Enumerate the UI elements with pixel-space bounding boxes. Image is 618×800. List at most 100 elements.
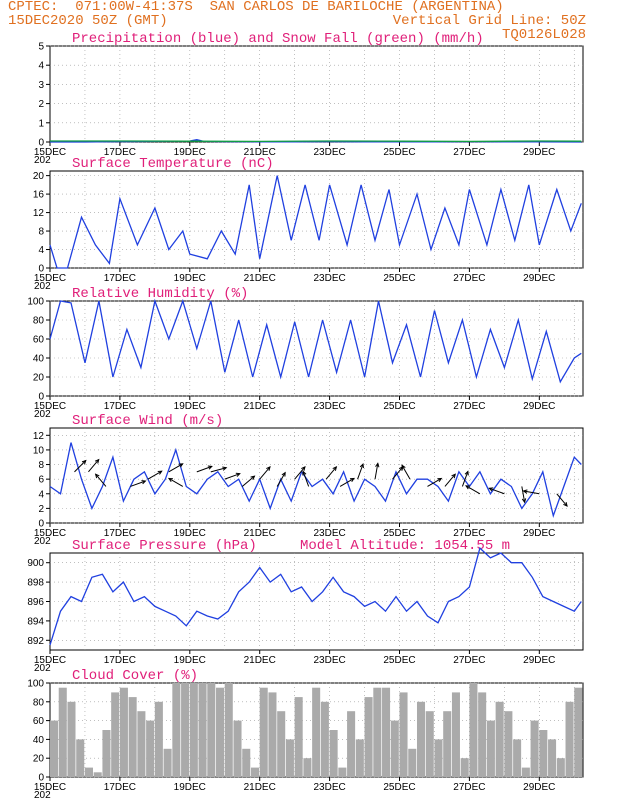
cloud-bar (460, 758, 469, 777)
x-tick-label: 15DEC (34, 147, 66, 158)
x-tick-label: 23DEC (313, 655, 345, 666)
wind-arrow-head (375, 462, 380, 468)
cloud-bar (443, 711, 452, 777)
wind-arrow (325, 466, 337, 480)
y-tick-label: 100 (27, 679, 44, 690)
y-tick-label: 3 (38, 80, 44, 91)
wind-arrow-head (281, 471, 286, 477)
y-tick-label: 0 (38, 519, 44, 530)
panel-frame (49, 300, 584, 397)
x-tick-label: 23DEC (313, 782, 345, 793)
cloud-bar (216, 687, 225, 777)
x-tick-label: 27DEC (453, 273, 485, 284)
x-tick-label: 25DEC (383, 147, 415, 158)
panel-annotation: Model Altitude: 1054.55 m (300, 538, 510, 554)
panel-title: Surface Pressure (hPa) (72, 538, 257, 554)
x-tick-label: 23DEC (313, 273, 345, 284)
cloud-bar (548, 739, 557, 777)
wind-arrow-head (235, 472, 241, 477)
cloud-bar (495, 701, 504, 777)
y-tick-label: 100 (27, 297, 44, 308)
y-tick-label: 896 (27, 597, 44, 608)
x-tick-label: 17DEC (104, 401, 136, 412)
y-tick-label: 10 (33, 445, 45, 456)
header-grid-note: Vertical Grid Line: 50Z (392, 13, 586, 29)
x-tick-label: 21DEC (244, 401, 276, 412)
y-tick-label: 900 (27, 558, 44, 569)
x-tick-label: 29DEC (523, 655, 555, 666)
x-tick-label: 19DEC (174, 655, 206, 666)
y-tick-label: 60 (33, 716, 45, 727)
wind-arrow (444, 473, 456, 487)
x-tick-label: 29DEC (523, 147, 555, 158)
y-tick-label: 40 (33, 354, 45, 365)
cloud-bar (539, 730, 548, 777)
cloud-bar (347, 711, 356, 777)
x-year-label: 202 (34, 663, 51, 674)
wind-arrow-head (437, 477, 443, 483)
cloud-bar (111, 692, 120, 777)
y-tick-label: 4 (38, 489, 44, 500)
wind-arrow-head (81, 459, 87, 465)
wind-arrow (196, 465, 212, 473)
x-tick-label: 19DEC (174, 528, 206, 539)
wind-arrow (357, 463, 364, 480)
cloud-bar (242, 748, 251, 777)
y-tick-label: 0 (38, 264, 44, 275)
y-tick-label: 894 (27, 616, 44, 627)
wind-arrow-head (250, 475, 256, 481)
wind-arrow-head (488, 487, 494, 492)
cloud-bar (102, 730, 111, 777)
wind-arrow (294, 466, 306, 480)
cloud-bar (521, 767, 530, 777)
cloud-bar (277, 711, 286, 777)
cloud-bar (233, 720, 242, 777)
series-line (49, 442, 582, 518)
cloud-bar (338, 767, 347, 777)
cloud-bar (189, 683, 198, 777)
x-tick-label: 15DEC (34, 401, 66, 412)
cloud-bar (84, 767, 93, 777)
x-year-label: 202 (34, 155, 51, 166)
cloud-bar (58, 687, 67, 777)
cloud-bar (303, 758, 312, 777)
wind-arrow-head (302, 470, 307, 476)
wind-arrow (523, 490, 540, 495)
y-tick-label: 8 (38, 227, 44, 238)
cloud-bar (312, 687, 321, 777)
wind-arrow-head (141, 480, 147, 485)
cloud-bar (67, 701, 76, 777)
x-tick-label: 21DEC (244, 147, 276, 158)
panel-title: Cloud Cover (%) (72, 668, 198, 684)
x-tick-label: 23DEC (313, 147, 345, 158)
x-year-label: 202 (34, 790, 51, 800)
x-tick-label: 21DEC (244, 273, 276, 284)
y-tick-label: 8 (38, 460, 44, 471)
wind-arrow-head (464, 470, 469, 476)
x-tick-label: 25DEC (383, 401, 415, 412)
wind-arrow (374, 463, 379, 480)
cloud-bar (163, 748, 172, 777)
x-year-label: 202 (34, 409, 51, 420)
y-tick-label: 0 (38, 773, 44, 784)
cloud-bar (181, 683, 190, 777)
cloud-bar (128, 697, 137, 777)
x-tick-label: 21DEC (244, 655, 276, 666)
cloud-bar (574, 687, 583, 777)
x-tick-label: 23DEC (313, 401, 345, 412)
cloud-bar (268, 692, 277, 777)
wind-arrow-head (301, 466, 306, 471)
cloud-bar (355, 739, 364, 777)
cloud-bar (224, 683, 233, 777)
cloud-bar (425, 711, 434, 777)
x-tick-label: 19DEC (174, 401, 206, 412)
cloud-bar (364, 697, 373, 777)
x-tick-label: 27DEC (453, 782, 485, 793)
wind-arrow-head (222, 466, 228, 471)
cloud-bar (172, 683, 181, 777)
wind-arrow-head (465, 485, 471, 490)
wind-arrow (521, 486, 526, 503)
y-tick-label: 2 (38, 99, 44, 110)
wind-arrow-head (94, 458, 100, 464)
